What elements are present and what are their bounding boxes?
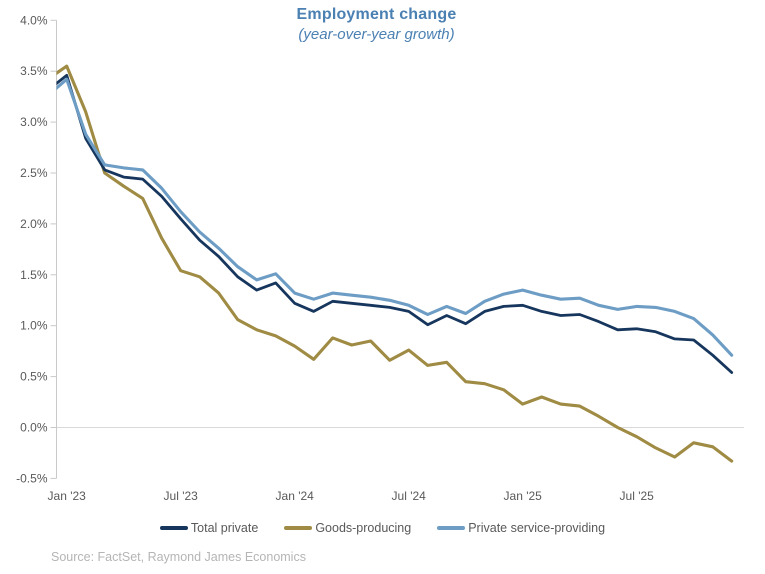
y-axis-label: 3.0% — [20, 115, 48, 129]
y-axis-label: 2.0% — [20, 217, 48, 231]
legend-swatch-private-service-providing — [437, 526, 466, 530]
legend-label-private-service-providing: Private service-providing — [468, 521, 606, 535]
x-axis-label: Jan '24 — [276, 489, 315, 503]
legend-swatch-goods-producing — [284, 526, 313, 530]
x-axis-label: Jan '25 — [504, 489, 543, 503]
chart-subtitle: (year-over-year growth) — [298, 26, 455, 43]
y-axis-label: 0.0% — [20, 421, 48, 435]
legend: Total private Goods-producing Private se… — [0, 521, 765, 535]
y-axis-label: 3.5% — [20, 64, 48, 78]
y-axis-label: 0.5% — [20, 370, 48, 384]
series-line-goods-producing — [56, 64, 734, 463]
series-line-private-service-providing — [56, 77, 734, 357]
y-axis-label: 1.0% — [20, 319, 48, 333]
y-axis-label: -0.5% — [16, 471, 48, 485]
legend-item-goods-producing: Goods-producing — [284, 521, 411, 535]
y-axis-label: 2.5% — [20, 166, 48, 180]
x-axis-label: Jul '23 — [164, 489, 199, 503]
legend-item-total-private: Total private — [159, 521, 259, 535]
legend-label-goods-producing: Goods-producing — [315, 521, 412, 535]
y-axis-label: 1.5% — [20, 268, 48, 282]
x-axis-label: Jul '24 — [392, 489, 427, 503]
legend-item-private-service-providing: Private service-providing — [437, 521, 605, 535]
chart-title: Employment change — [296, 6, 457, 23]
series-line-total-private — [56, 73, 734, 374]
y-axis: 4.0% 3.5% 3.0% 2.5% 2.0% 1.5% 1.0% 0.5% 0.0% -0.5… — [16, 13, 57, 485]
x-axis-label: Jan '23 — [48, 489, 87, 503]
legend-swatch-total-private — [159, 526, 188, 530]
legend-label-total-private: Total private — [190, 521, 259, 535]
x-axis: Jan '23 Jul '23 Jan '24 Jul '24 Jan '25 Jul '… — [48, 489, 655, 503]
y-axis-label: 4.0% — [20, 13, 48, 27]
source-note: Source: FactSet, Raymond James Economics — [51, 550, 306, 564]
x-axis-label: Jul '25 — [620, 489, 655, 503]
series-lines — [56, 64, 734, 463]
